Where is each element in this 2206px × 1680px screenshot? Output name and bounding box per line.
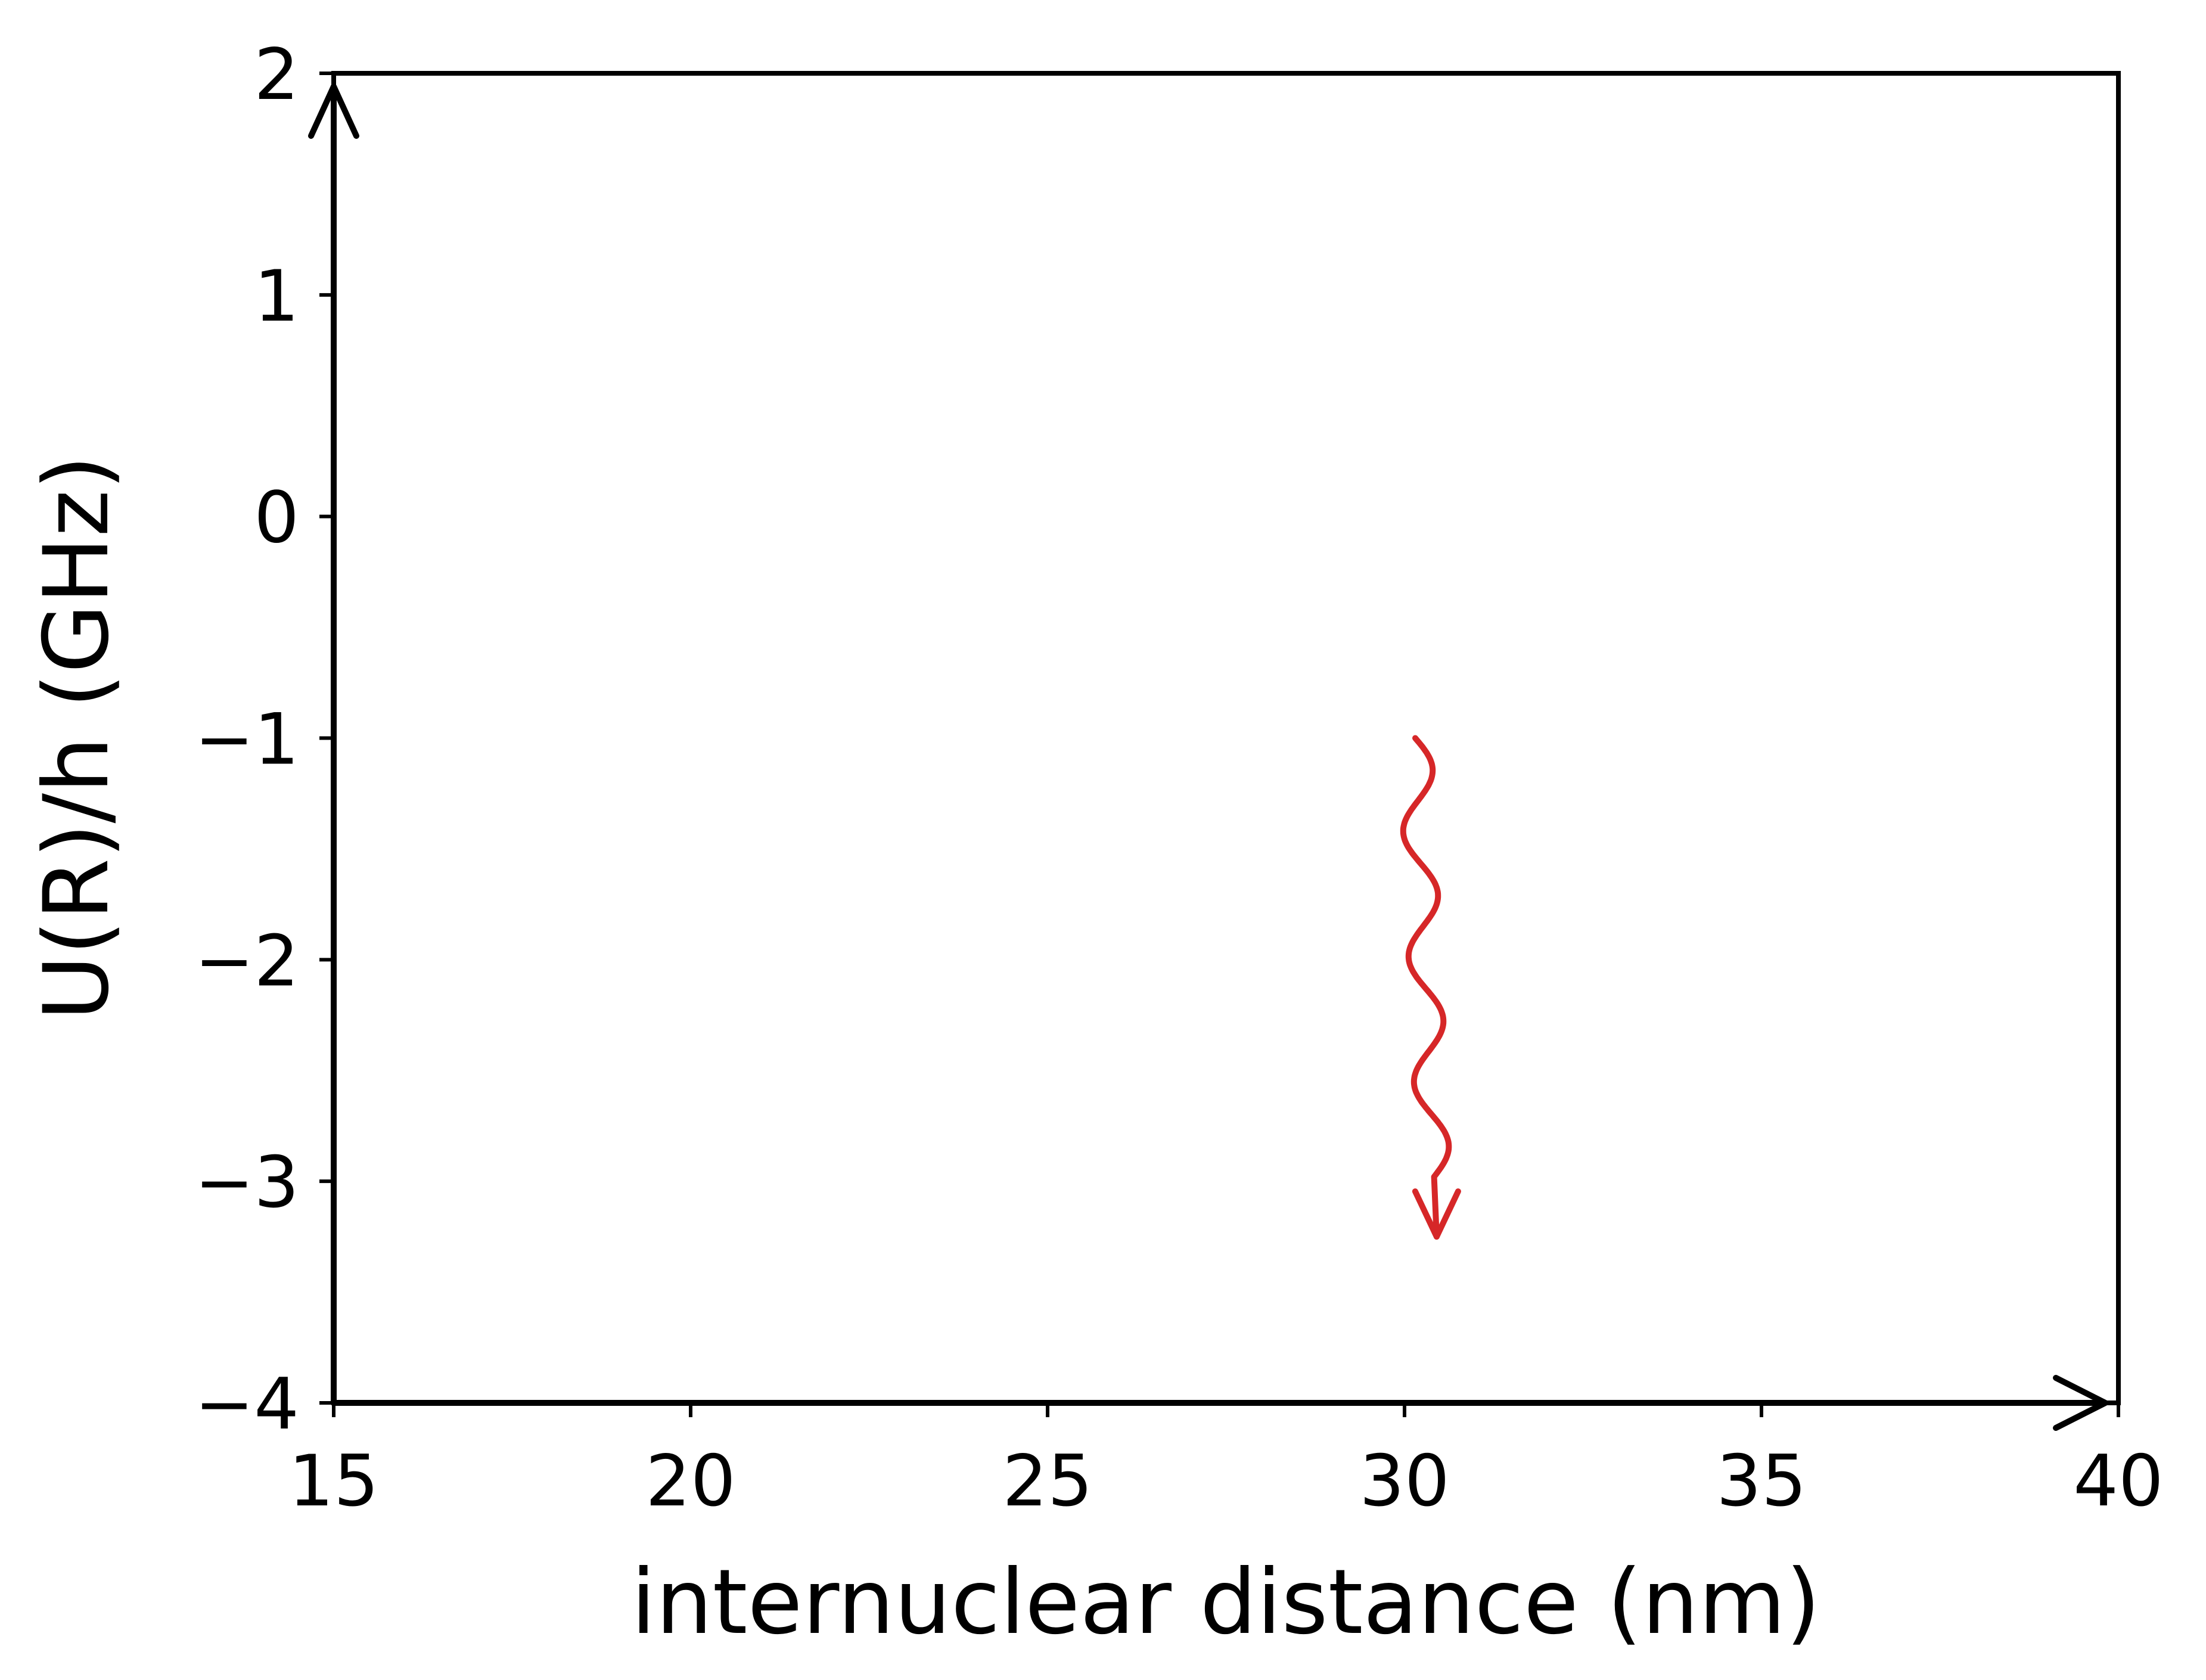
y-tick-label: 1	[254, 256, 299, 338]
photon-arrowhead	[1412, 1188, 1461, 1240]
x-tick-label: 40	[2073, 1440, 2163, 1523]
x-tick-label: 35	[1716, 1440, 1806, 1523]
y-tick-label: 0	[254, 477, 299, 560]
annotations	[1400, 735, 1461, 1240]
x-tick-label: 15	[288, 1440, 378, 1523]
y-axis-label: U(R)/h (GHz)	[25, 455, 129, 1020]
y-axis: −4 −3 −2 −1 0 1 2	[195, 34, 334, 1446]
y-tick-label: −3	[195, 1142, 299, 1224]
x-axis: 15 20 25 30 35 40	[288, 1403, 2164, 1523]
y-tick-label: −4	[195, 1364, 299, 1446]
x-tick-label: 20	[645, 1440, 735, 1523]
y-tick-label: −1	[195, 699, 299, 781]
photon-wavy-arrow	[1400, 735, 1452, 1240]
x-axis-label: internuclear distance (nm)	[631, 1551, 1820, 1654]
y-tick-label: −2	[195, 920, 299, 1002]
axes-arrows	[308, 83, 2108, 1431]
x-axis-arrowhead	[2053, 1375, 2108, 1431]
x-tick-label: 30	[1359, 1440, 1449, 1523]
y-axis-arrowhead	[308, 83, 359, 139]
x-tick-label: 25	[1002, 1440, 1092, 1523]
plot-area	[331, 71, 2121, 1405]
y-tick-label: 2	[254, 34, 299, 116]
